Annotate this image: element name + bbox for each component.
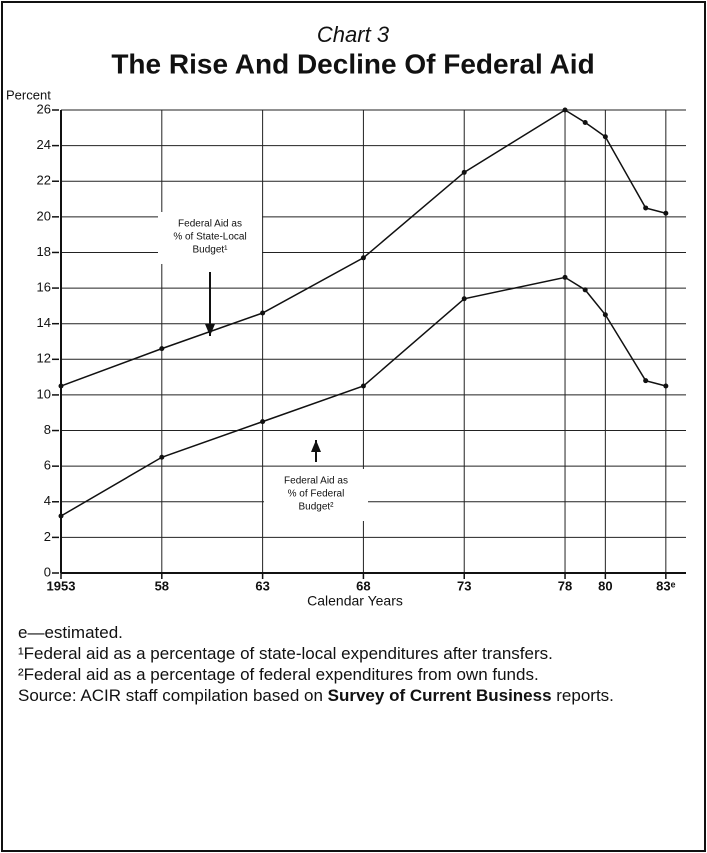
x-tick-label: 73	[457, 578, 471, 593]
data-point	[562, 274, 568, 280]
y-tick-label: 26	[37, 101, 51, 116]
y-tick-label: 6	[44, 458, 51, 473]
annotation-text: % of Federal	[288, 489, 345, 500]
y-tick-label: 22	[37, 173, 51, 188]
x-tick-label: 63	[255, 578, 269, 593]
y-tick-label: 4	[44, 493, 51, 508]
annotation-arrowhead	[205, 324, 215, 336]
chart-title: The Rise And Decline Of Federal Aid	[111, 48, 594, 79]
y-tick-label: 24	[37, 137, 51, 152]
y-tick-label: 14	[37, 315, 51, 330]
annotation-bg	[158, 212, 262, 264]
data-point	[602, 134, 608, 140]
data-point	[663, 383, 669, 389]
source-text: reports.	[551, 686, 614, 705]
annotation-text: Federal Aid as	[284, 476, 348, 487]
data-point	[582, 287, 588, 293]
data-point	[159, 346, 165, 352]
data-point	[663, 210, 669, 216]
y-tick-label: 20	[37, 208, 51, 223]
annotation-arrowhead	[311, 440, 321, 452]
annotation-text: Budget²	[298, 502, 334, 513]
y-tick-label: 12	[37, 351, 51, 366]
data-point	[461, 169, 467, 175]
source-text: Source: ACIR staff compilation based on	[18, 686, 328, 705]
source-bold: Survey of Current Business	[327, 686, 552, 705]
x-tick-label: 78	[558, 578, 572, 593]
annotation-text: Budget¹	[192, 245, 228, 256]
series-line	[60, 276, 667, 517]
annotation-text: % of State-Local	[173, 232, 246, 243]
y-tick-label: 18	[37, 244, 51, 259]
data-point	[643, 205, 649, 211]
data-point	[602, 312, 608, 318]
chart-supertitle: Chart 3	[317, 22, 390, 47]
data-point	[360, 383, 366, 389]
y-tick-label: 0	[44, 564, 51, 579]
data-point	[260, 310, 266, 316]
data-point	[582, 119, 588, 125]
data-point	[58, 513, 64, 519]
data-point	[461, 296, 467, 302]
y-tick-label: 10	[37, 386, 51, 401]
source: Source: ACIR staff compilation based on …	[18, 685, 688, 706]
data-point	[58, 383, 64, 389]
y-axis-label: Percent	[6, 87, 51, 102]
x-tick-label: 58	[155, 578, 169, 593]
y-tick-label: 8	[44, 422, 51, 437]
x-axis-label: Calendar Years	[307, 593, 403, 609]
series-line	[60, 109, 667, 387]
data-point	[260, 419, 266, 425]
data-point	[643, 378, 649, 384]
x-tick-label: 1953	[47, 578, 76, 593]
annotation-text: Federal Aid as	[178, 219, 242, 230]
y-tick-label: 2	[44, 529, 51, 544]
data-point	[562, 107, 568, 113]
data-point	[360, 255, 366, 261]
data-point	[159, 454, 165, 460]
annotation-bg	[264, 469, 368, 521]
note: ¹Federal aid as a percentage of state-lo…	[18, 644, 553, 663]
x-tick-label: 83ᵉ	[656, 578, 675, 593]
x-tick-label: 80	[598, 578, 612, 593]
note: e—estimated.	[18, 623, 123, 642]
note: ²Federal aid as a percentage of federal …	[18, 665, 539, 684]
y-tick-label: 16	[37, 280, 51, 295]
x-tick-label: 68	[356, 578, 370, 593]
footnotes: e—estimated. ¹Federal aid as a percentag…	[18, 622, 688, 706]
